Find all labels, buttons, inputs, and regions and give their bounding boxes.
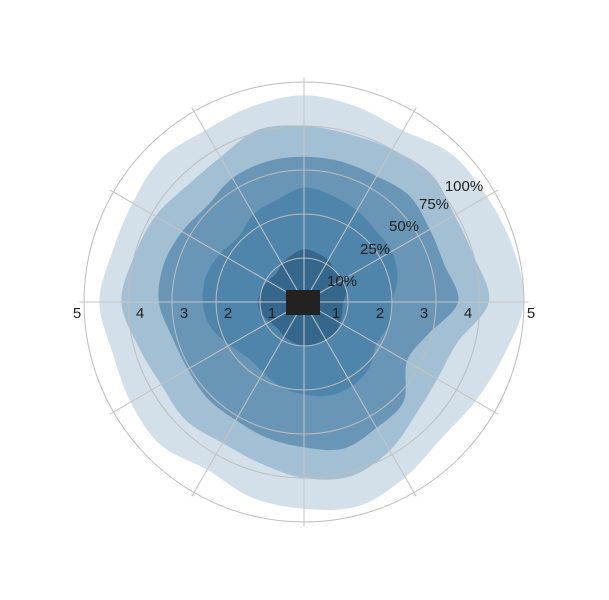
spoke-5 [109, 189, 305, 303]
band-label-50pct: 50% [389, 218, 419, 235]
chart-labels: 1 1 2 2 3 3 4 4 5 5 100%75%50% 25%10% [73, 178, 535, 322]
tick-label-right-5: 5 [527, 305, 535, 322]
polar-grid [79, 77, 529, 527]
tick-label-left-3: 3 [180, 305, 188, 322]
band-label-10pct: 10% [327, 273, 357, 290]
band-label-100pct: 100% [445, 178, 483, 195]
tick-label-left-2: 2 [224, 305, 232, 322]
tick-label-right-1: 1 [332, 305, 340, 322]
center-marker [286, 290, 320, 315]
tick-label-left-5: 5 [73, 305, 81, 322]
spoke-7 [109, 301, 305, 415]
spoke-1 [303, 189, 499, 303]
tick-label-right-2: 2 [376, 305, 384, 322]
spoke-11 [303, 301, 499, 415]
tick-label-right-4: 4 [464, 305, 472, 322]
spoke-10 [303, 301, 417, 497]
tick-label-left-4: 4 [136, 305, 144, 322]
spoke-8 [191, 301, 305, 497]
band-label-75pct: 75% [419, 196, 449, 213]
tick-label-left-1: 1 [268, 305, 276, 322]
band-label-25pct: 25% [360, 241, 390, 258]
tick-label-right-3: 3 [420, 305, 428, 322]
spoke-4 [191, 107, 305, 303]
spoke-2 [303, 107, 417, 303]
